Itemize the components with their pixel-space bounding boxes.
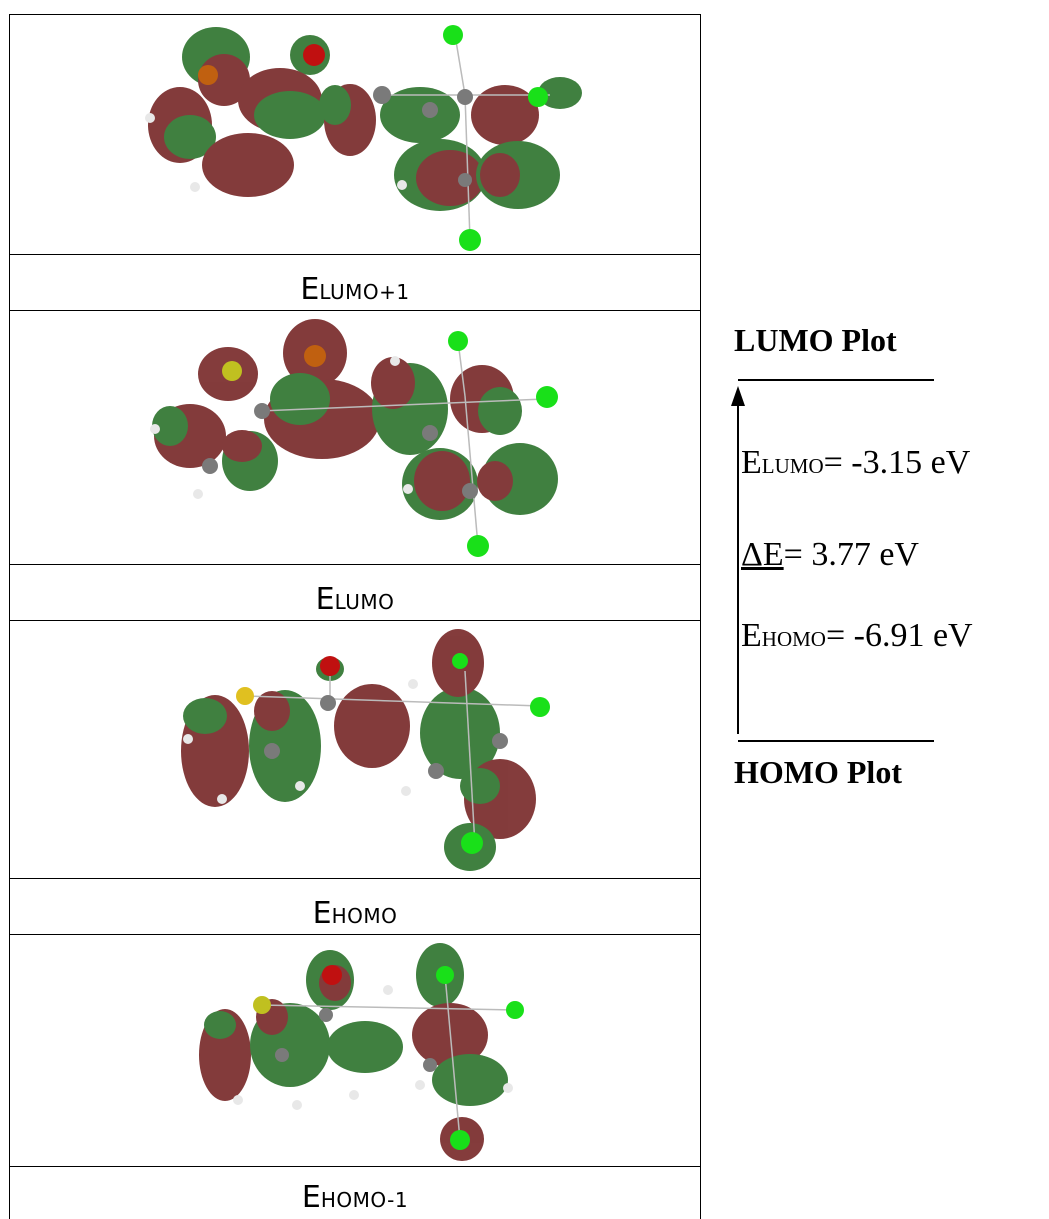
caption-sub: LUMO	[334, 590, 395, 614]
caption-sub: HOMO-1	[320, 1188, 409, 1212]
orbital-plot-homo-minus-1	[199, 943, 524, 1161]
caption-main: E	[300, 272, 320, 307]
lumo-energy-sub: LUMO	[761, 454, 824, 478]
orbital-image-lumo	[9, 310, 701, 566]
caption-sub: LUMO+1	[319, 280, 410, 304]
energy-arrow	[731, 386, 745, 734]
homo-energy-sub: HOMO	[761, 627, 826, 651]
caption-lumo: ELUMO	[9, 564, 701, 622]
lumo-level-line	[738, 379, 934, 381]
lumo-energy-main: E	[741, 444, 762, 481]
orbital-image-homo	[9, 620, 701, 880]
homo-energy: EHOMO= -6.91 eV	[741, 617, 973, 655]
lumo-energy: ELUMO= -3.15 eV	[741, 444, 970, 482]
orbital-image-homo-minus-1	[9, 934, 701, 1168]
lumo-energy-value: = -3.15 eV	[823, 444, 971, 481]
orbital-plot-lumo	[150, 319, 558, 557]
caption-main: E	[301, 1180, 321, 1215]
gap-energy: ΔE= 3.77 eV	[741, 536, 919, 574]
caption-homo: EHOMO	[9, 878, 701, 936]
orbital-plot-lumo-plus-1	[145, 25, 582, 251]
homo-plot-label: HOMO Plot	[734, 754, 902, 790]
caption-lumo-plus-1: ELUMO+1	[9, 254, 701, 312]
lumo-plot-label: LUMO Plot	[734, 322, 897, 358]
orbital-image-lumo-plus-1	[9, 14, 701, 256]
homo-level-line	[738, 740, 934, 742]
gap-energy-main: ΔE	[741, 536, 784, 573]
caption-homo-minus-1: EHOMO-1	[9, 1166, 701, 1219]
caption-main: E	[315, 582, 335, 617]
caption-sub: HOMO	[331, 904, 398, 928]
homo-energy-main: E	[741, 617, 762, 654]
gap-energy-value: = 3.77 eV	[783, 536, 919, 573]
orbital-plot-homo	[181, 629, 550, 871]
caption-main: E	[312, 896, 332, 931]
homo-energy-value: = -6.91 eV	[825, 617, 973, 654]
